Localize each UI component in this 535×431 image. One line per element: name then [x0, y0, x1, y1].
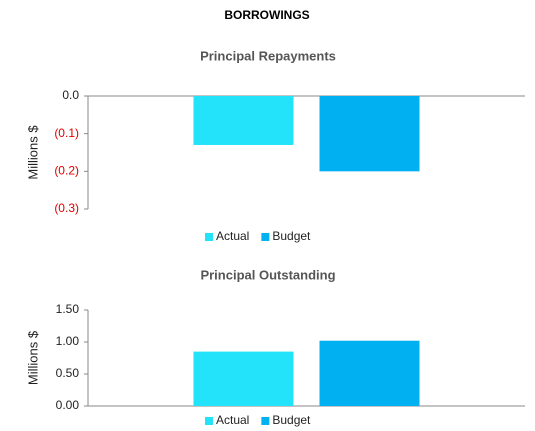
legend-label: Actual — [216, 229, 249, 243]
y-tick-label: (0.3) — [54, 201, 79, 215]
page-title: BORROWINGS — [224, 8, 309, 22]
y-axis-label: Millions $ — [25, 330, 40, 385]
legend-swatch — [261, 233, 270, 241]
y-tick-label: 0.0 — [62, 88, 79, 102]
bar — [193, 351, 294, 406]
chart-title: Principal Repayments — [200, 48, 336, 63]
chart-title: Principal Outstanding — [200, 267, 335, 282]
legend-swatch — [261, 417, 270, 425]
bar — [319, 340, 420, 406]
legend-label: Budget — [272, 229, 311, 243]
bar — [193, 96, 294, 145]
y-tick-label: 0.00 — [56, 398, 80, 412]
y-tick-label: 1.00 — [56, 334, 80, 348]
legend-label: Actual — [216, 413, 249, 427]
legend-label: Budget — [272, 413, 311, 427]
y-tick-label: 1.50 — [56, 302, 80, 316]
legend-swatch — [205, 417, 213, 425]
y-axis-label: Millions $ — [25, 125, 40, 180]
legend-swatch — [205, 233, 213, 241]
y-tick-label: 0.50 — [56, 366, 80, 380]
y-tick-label: (0.2) — [54, 164, 79, 178]
y-tick-label: (0.1) — [54, 126, 79, 140]
bar — [319, 96, 420, 172]
